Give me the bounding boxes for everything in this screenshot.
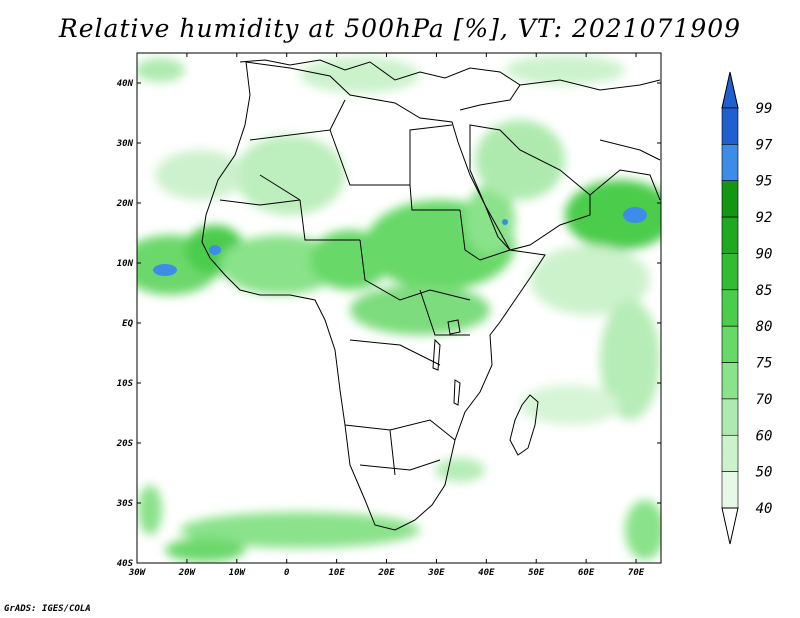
humidity-area [505,55,625,85]
colorbar-segment [721,216,739,254]
humidity-shading [137,55,661,562]
lon-tick-label: 30E [427,568,445,578]
humidity-area [300,57,420,93]
humidity-area [623,207,647,223]
colorbar-label: 90 [756,246,773,262]
country-borders [219,99,511,476]
chart-title: Relative humidity at 500hPa [%], VT: 202… [58,14,742,43]
colorbar-top-arrow [721,71,739,109]
humidity-area [520,385,620,425]
colorbar: 99 97 95 92 90 85 80 75 70 60 50 40 [721,71,773,545]
lake-malawi [453,379,461,406]
colorbar-label: 50 [756,465,773,481]
colorbar-segment [721,289,739,327]
colorbar-label: 85 [756,283,773,299]
colorbar-label: 75 [756,356,773,372]
coastlines [201,59,661,531]
longitude-ticks: 30W 20W 10W 0 10E 20E 30E 40E 50E 60E 70E [128,53,645,578]
colorbar-label: 80 [756,319,773,335]
colorbar-segment [721,180,739,218]
humidity-area [475,120,565,200]
lat-tick-label: 30N [116,139,134,149]
humidity-area [180,512,420,548]
lon-tick-label: 30W [128,568,147,578]
high-humidity-patches [153,207,647,276]
humidity-area [350,285,490,335]
lat-tick-label: 30S [116,499,134,509]
lat-tick-label: 20N [116,199,134,209]
colorbar-segment [721,107,739,145]
colorbar-label: 99 [756,101,773,117]
humidity-area [435,458,485,482]
colorbar-label: 40 [756,501,773,517]
colorbar-segment [721,398,739,436]
latitude-ticks: 40N 30N 20N 10N EQ 10S 20S 30S 40S [116,79,661,569]
humidity-area [155,150,245,200]
humidity-area [565,180,661,250]
humidity-area [138,485,162,535]
lat-tick-label: 40N [117,79,134,89]
map-frame [136,52,662,564]
lake-tanganyika [432,338,441,371]
lon-tick-label: 40E [478,568,495,578]
humidity-area [530,245,650,315]
colorbar-label: 92 [756,210,773,226]
humidity-area [137,58,185,82]
humidity-area [165,538,245,562]
lon-tick-label: 20W [178,568,197,578]
lat-tick-label: 40S [117,559,134,569]
humidity-area [600,300,660,420]
colorbar-segment [721,471,739,509]
lon-tick-label: 50E [528,568,545,578]
asia-coastline [519,79,661,201]
humidity-area [235,135,345,215]
colorbar-segment [721,144,739,182]
colorbar-segment [721,362,739,400]
lat-tick-label: 10N [117,259,134,269]
lake-victoria [447,319,461,335]
colorbar-label: 95 [756,174,773,190]
colorbar-segment [721,325,739,363]
colorbar-label: 70 [756,392,773,408]
lon-tick-label: 10W [229,568,247,578]
lat-tick-label: EQ [122,319,133,329]
lon-tick-label: 10E [328,568,345,578]
humidity-area [153,264,177,276]
lat-tick-label: 10S [117,379,134,389]
humidity-area [220,235,340,295]
humidity-area [209,245,221,255]
grads-credit: GrADS: IGES/COLA [4,604,91,614]
humidity-area [502,219,508,225]
colorbar-bottom-arrow [721,507,739,545]
arabian-peninsula [469,124,591,251]
colorbar-label: 60 [756,428,773,444]
lon-tick-label: 70E [628,568,645,578]
lat-tick-label: 20S [116,439,134,449]
lon-tick-label: 20E [377,568,395,578]
colorbar-segment [721,434,739,472]
madagascar-coastline [509,394,539,456]
humidity-area [625,500,661,560]
lon-tick-label: 0 [284,568,290,578]
africa-coastline [201,61,546,531]
europe-coastline [239,59,521,111]
lon-tick-label: 60E [578,568,595,578]
colorbar-label: 97 [756,137,773,153]
humidity-area [310,230,390,290]
colorbar-segment [721,253,739,291]
